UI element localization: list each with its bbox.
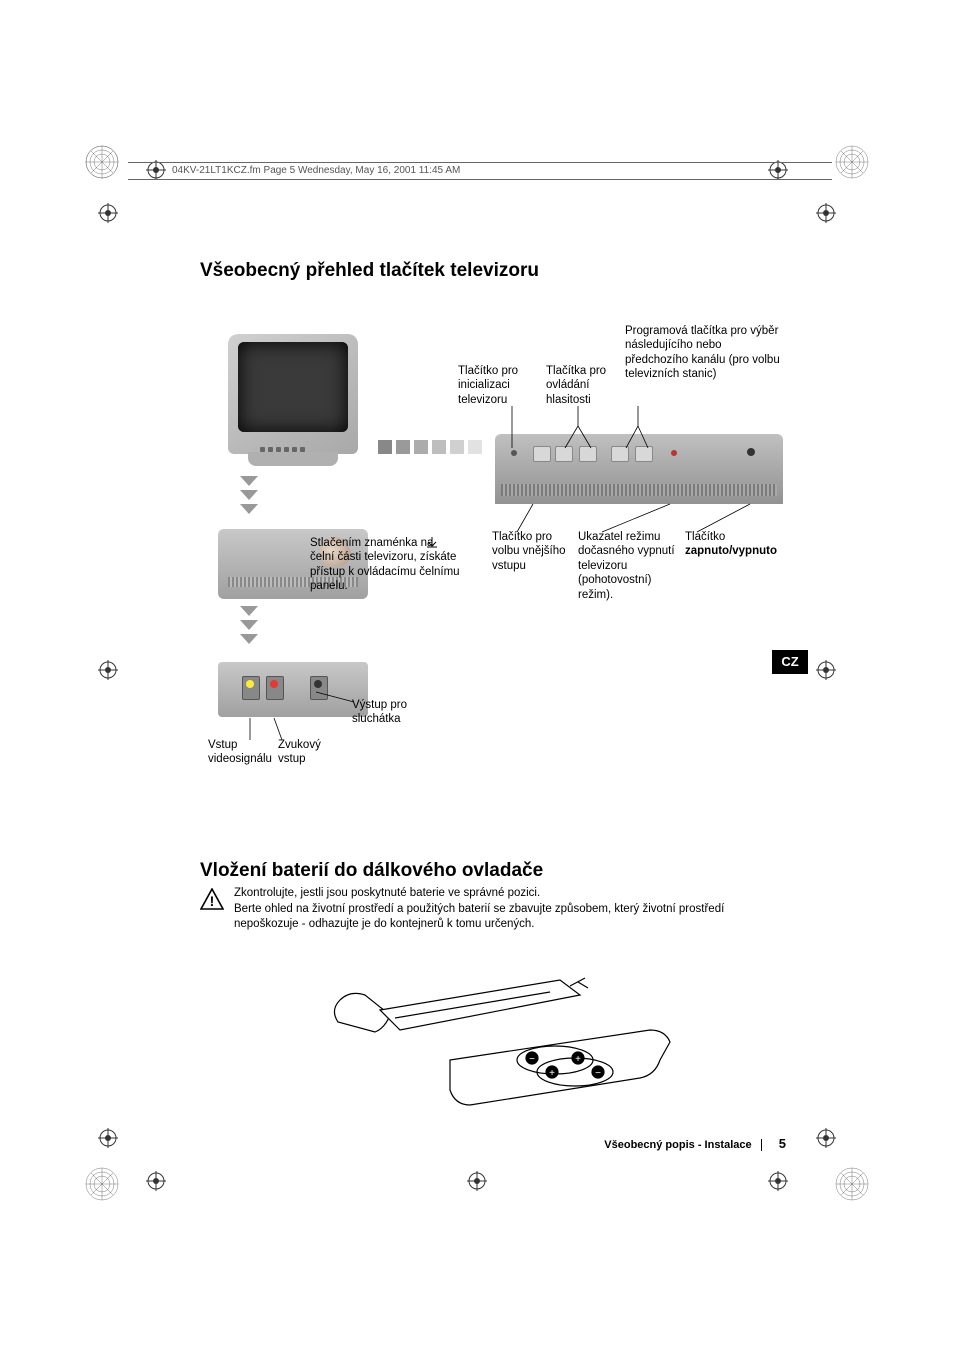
press-mark-icon	[425, 535, 439, 553]
label-ext-input: Tlačítko pro volbu vnějšího vstupu	[492, 530, 572, 573]
lead-line-icon	[628, 406, 658, 448]
crop-mark-icon	[816, 203, 836, 223]
jack-panel-illustration	[218, 662, 368, 717]
label-video-in: Vstup videosignálu	[208, 738, 278, 767]
warning-triangle-icon: !	[200, 888, 224, 910]
crop-mark-icon	[98, 203, 118, 223]
svg-text:−: −	[529, 1054, 535, 1065]
tv-panel-buttons-icon	[260, 439, 326, 445]
lead-line-icon	[248, 718, 252, 740]
section2-body: Zkontrolujte, jestli jsou poskytnuté bat…	[234, 886, 786, 933]
registration-rosette-icon	[84, 144, 120, 185]
filename-text: 04KV-21LT1KCZ.fm Page 5 Wednesday, May 1…	[172, 165, 460, 176]
tv-stand-icon	[248, 452, 338, 466]
crop-mark-icon	[98, 1128, 118, 1148]
lead-line-icon	[563, 406, 593, 448]
label-audio-in: Zvukový vstup	[278, 738, 333, 767]
crop-mark-icon	[816, 1128, 836, 1148]
ctrl-standby-led-icon	[671, 450, 677, 456]
ctrl-btn-icon	[533, 446, 551, 462]
ctrl-init-icon	[511, 450, 517, 456]
label-front-panel-note: Stlačením znaménka na čelní části televi…	[310, 536, 460, 594]
section2: Vložení baterií do dálkového ovladače ! …	[200, 860, 790, 894]
crop-mark-icon	[98, 660, 118, 680]
footer-page-number: 5	[779, 1136, 786, 1151]
crop-mark-icon	[146, 1171, 166, 1191]
label-volume-btns: Tlačítka pro ovládání hlasitosti	[546, 364, 626, 407]
svg-text:−: −	[595, 1068, 601, 1079]
ctrl-prog-down-icon	[611, 446, 629, 462]
label-init-btn: Tlačítko pro inicializaci televizoru	[458, 364, 538, 407]
page-footer: Všeobecný popis - Instalace 5	[604, 1136, 786, 1151]
page: 04KV-21LT1KCZ.fm Page 5 Wednesday, May 1…	[0, 0, 954, 1351]
ctrl-vol-up-icon	[579, 446, 597, 462]
label-standby-led: Ukazatel režimu dočasného vypnutí televi…	[578, 530, 678, 602]
ctrl-power-icon	[747, 448, 755, 456]
arrow-down-icon	[240, 606, 258, 652]
crop-mark-icon	[768, 1171, 788, 1191]
registration-rosette-icon	[834, 144, 870, 185]
lead-line-icon	[316, 692, 356, 704]
section1-heading: Všeobecný přehled tlačítek televizoru	[200, 260, 790, 282]
registration-rosette-icon	[84, 1166, 120, 1207]
tv-illustration	[218, 334, 368, 474]
content-area: Všeobecný přehled tlačítek televizoru	[200, 260, 790, 764]
arrow-down-icon	[240, 476, 258, 522]
footer-separator-icon	[761, 1139, 762, 1151]
ctrl-vol-down-icon	[555, 446, 573, 462]
crop-mark-icon	[467, 1171, 487, 1191]
audio-jack-icon	[266, 676, 284, 700]
label-power-bold: zapnuto/vypnuto	[685, 545, 777, 557]
svg-text:+: +	[575, 1054, 581, 1065]
lead-line-icon	[510, 406, 514, 448]
source-file-header: 04KV-21LT1KCZ.fm Page 5 Wednesday, May 1…	[128, 162, 832, 180]
label-power-pre: Tlačítko	[685, 531, 725, 543]
tv-diagram: Tlačítko pro inicializaci televizoru Tla…	[200, 294, 790, 764]
lead-line-icon	[272, 718, 284, 740]
ctrl-prog-up-icon	[635, 446, 653, 462]
video-jack-icon	[242, 676, 260, 700]
footer-section-name: Všeobecný popis - Instalace	[604, 1139, 751, 1151]
remote-illustration: − + + −	[320, 960, 700, 1120]
label-power-btn: Tlačítko zapnuto/vypnuto	[685, 530, 765, 559]
registration-rosette-icon	[834, 1166, 870, 1207]
svg-text:+: +	[549, 1068, 555, 1079]
label-headphone-out: Výstup pro sluchátka	[352, 698, 432, 727]
crop-mark-icon	[816, 660, 836, 680]
section2-heading: Vložení baterií do dálkového ovladače	[200, 860, 790, 882]
tv-screen-icon	[238, 342, 348, 432]
svg-text:!: !	[210, 893, 215, 909]
language-tab: CZ	[772, 650, 808, 674]
fade-arrow-icon	[378, 440, 486, 459]
label-program-btns: Programová tlačítka pro výběr následujíc…	[625, 324, 785, 382]
